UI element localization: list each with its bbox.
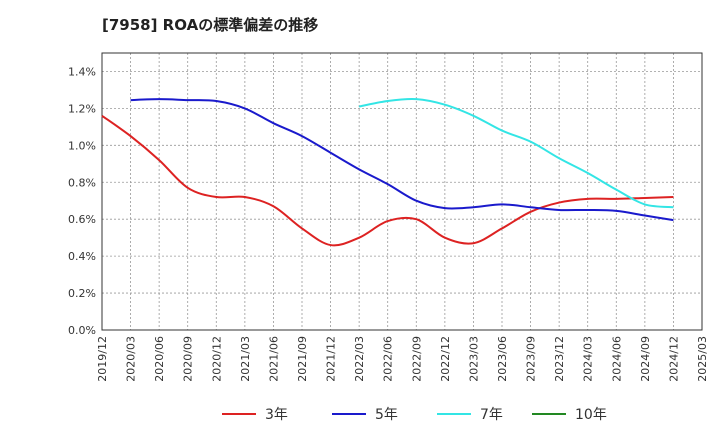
- chart-title: [7958] ROAの標準偏差の推移: [102, 16, 319, 34]
- x-tick-label: 2024/12: [667, 336, 680, 382]
- x-tick-label: 2022/06: [382, 336, 395, 382]
- legend-label-1: 5年: [375, 407, 398, 423]
- x-tick-label: 2023/03: [467, 336, 480, 382]
- x-tick-label: 2023/09: [525, 336, 538, 382]
- x-tick-label: 2023/06: [496, 336, 509, 382]
- legend-label-3: 10年: [575, 407, 607, 423]
- x-tick-label: 2024/06: [610, 336, 623, 382]
- y-tick-label: 0.0%: [68, 324, 96, 337]
- y-tick-label: 1.4%: [68, 65, 96, 78]
- y-tick-label: 0.6%: [68, 213, 96, 226]
- y-tick-label: 0.4%: [68, 250, 96, 263]
- y-tick-label: 0.8%: [68, 176, 96, 189]
- y-tick-label: 0.2%: [68, 287, 96, 300]
- series-line-0: [101, 114, 674, 247]
- x-tick-label: 2021/09: [296, 336, 309, 382]
- x-tick-label: 2025/03: [696, 336, 709, 382]
- x-tick-label: 2020/12: [210, 336, 223, 382]
- x-tick-label: 2022/03: [353, 336, 366, 382]
- x-tick-label: 2021/06: [267, 336, 280, 382]
- y-tick-label: 1.0%: [68, 139, 96, 152]
- plot-area-border: [101, 52, 703, 331]
- x-tick-label: 2023/12: [553, 336, 566, 382]
- x-tick-label: 2020/03: [125, 336, 138, 382]
- series-line-1: [130, 98, 674, 222]
- x-tick-label: 2024/03: [582, 336, 595, 382]
- x-tick-label: 2019/12: [96, 336, 109, 382]
- x-tick-label: 2020/09: [182, 336, 195, 382]
- legend-label-0: 3年: [265, 407, 288, 423]
- x-tick-label: 2022/12: [439, 336, 452, 382]
- x-tick-label: 2022/09: [410, 336, 423, 382]
- x-tick-label: 2021/03: [239, 336, 252, 382]
- x-tick-label: 2024/09: [639, 336, 652, 382]
- x-tick-label: 2020/06: [153, 336, 166, 382]
- y-tick-label: 1.2%: [68, 102, 96, 115]
- legend-label-2: 7年: [480, 407, 503, 423]
- x-tick-label: 2021/12: [325, 336, 338, 382]
- series-line-2: [358, 98, 674, 209]
